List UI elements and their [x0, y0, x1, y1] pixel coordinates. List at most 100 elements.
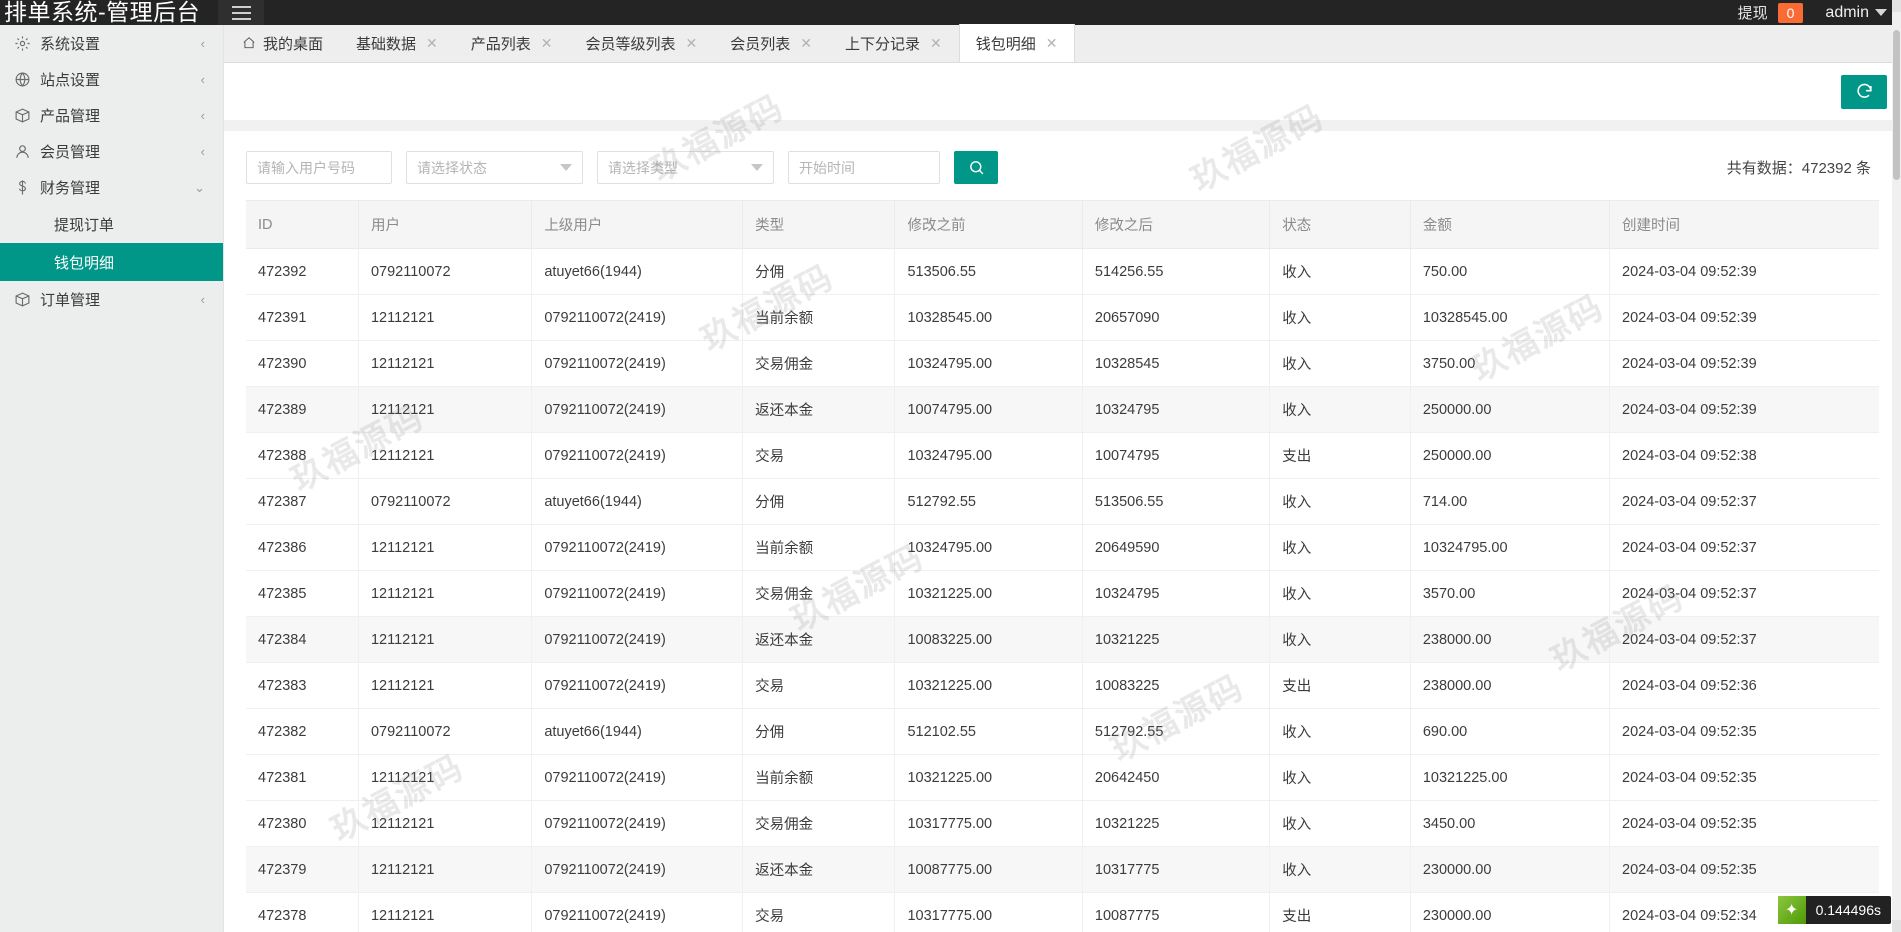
- cell-amount: 250000.00: [1409, 432, 1610, 479]
- tab-wallet-details[interactable]: 钱包明细 ✕: [958, 24, 1075, 62]
- column-header-created[interactable]: 创建时间: [1609, 200, 1879, 249]
- cell-status: 收入: [1269, 570, 1411, 617]
- close-icon[interactable]: ✕: [540, 35, 553, 51]
- cell-after: 10324795: [1081, 570, 1270, 617]
- table-row[interactable]: 472384 12112121 0792110072(2419) 返还本金 100832…: [246, 616, 1879, 663]
- debug-time-label: 0.144496s: [1815, 902, 1881, 918]
- sidebar-subitem-withdraw-orders[interactable]: 提现订单: [0, 205, 223, 243]
- column-header-status[interactable]: 状态: [1269, 200, 1411, 249]
- column-header-parent[interactable]: 上级用户: [531, 200, 743, 249]
- tab-basic-data[interactable]: 基础数据 ✕: [340, 24, 455, 62]
- start-time-input[interactable]: [788, 151, 940, 184]
- withdraw-label[interactable]: 提现: [1737, 5, 1768, 22]
- column-header-user[interactable]: 用户: [357, 200, 532, 249]
- table-row[interactable]: 472383 12112121 0792110072(2419) 交易 10321225…: [246, 662, 1879, 709]
- table-row[interactable]: 472387 0792110072 atuyet66(1944) 分佣 512792.5…: [246, 478, 1879, 525]
- status-select[interactable]: 请选择状态: [406, 151, 583, 184]
- tab-label: 上下分记录: [845, 35, 921, 53]
- table-row[interactable]: 472380 12112121 0792110072(2419) 交易佣金 103177…: [246, 800, 1879, 847]
- debugbar-timer[interactable]: ✦ 0.144496s: [1777, 896, 1891, 924]
- sidebar-item-site-settings[interactable]: 站点设置 ‹: [0, 61, 223, 97]
- cell-user: 12112121: [357, 524, 532, 571]
- close-icon[interactable]: ✕: [426, 35, 438, 51]
- hamburger-icon[interactable]: [218, 0, 265, 25]
- table-row[interactable]: 472385 12112121 0792110072(2419) 交易佣金 103212…: [246, 570, 1879, 617]
- sidebar-item-system-settings[interactable]: 系统设置 ‹: [0, 25, 223, 61]
- table-row[interactable]: 472388 12112121 0792110072(2419) 交易 10324795…: [246, 432, 1879, 479]
- sidebar-item-product-management[interactable]: 产品管理 ‹: [0, 97, 223, 133]
- scrollbar-thumb[interactable]: [1893, 30, 1900, 180]
- table-row[interactable]: 472392 0792110072 atuyet66(1944) 分佣 513506.5…: [246, 248, 1879, 295]
- scroll-up-arrow[interactable]: [1892, 0, 1901, 12]
- close-icon[interactable]: ✕: [800, 35, 813, 51]
- table-row[interactable]: 472379 12112121 0792110072(2419) 返还本金 100877…: [246, 846, 1879, 893]
- close-icon[interactable]: ✕: [930, 35, 942, 51]
- cell-user: 0792110072: [357, 478, 532, 525]
- chevron-down-icon: [560, 164, 572, 171]
- tab-product-list[interactable]: 产品列表 ✕: [455, 24, 570, 62]
- table-row[interactable]: 472389 12112121 0792110072(2419) 返还本金 100747…: [246, 386, 1879, 433]
- cell-user: 12112121: [357, 892, 532, 932]
- close-icon[interactable]: ✕: [685, 35, 698, 51]
- cell-parent: 0792110072(2419): [531, 570, 743, 617]
- sidebar-item-finance-management[interactable]: 财务管理 ⌄: [0, 169, 223, 205]
- box-icon: [14, 291, 40, 308]
- refresh-icon[interactable]: [1841, 74, 1887, 109]
- cell-id: 472392: [246, 248, 359, 295]
- cell-parent: 0792110072(2419): [531, 340, 743, 387]
- cell-before: 512792.55: [894, 478, 1083, 525]
- cell-amount: 230000.00: [1409, 846, 1610, 893]
- cell-after: 10324795: [1081, 386, 1270, 433]
- tab-bar: 我的桌面 基础数据 ✕ 产品列表 ✕ 会员等级列表 ✕ 会员列表 ✕ 上下分记录…: [224, 24, 1901, 63]
- table-row[interactable]: 472391 12112121 0792110072(2419) 当前余额 103285…: [246, 294, 1879, 341]
- table-row[interactable]: 472381 12112121 0792110072(2419) 当前余额 103212…: [246, 754, 1879, 801]
- sidebar-item-member-management[interactable]: 会员管理 ‹: [0, 133, 223, 169]
- column-header-before[interactable]: 修改之前: [894, 200, 1083, 249]
- admin-menu[interactable]: admin: [1825, 4, 1887, 22]
- column-header-amount[interactable]: 金额: [1409, 200, 1610, 249]
- column-header-type[interactable]: 类型: [742, 200, 895, 249]
- vertical-scrollbar[interactable]: [1892, 0, 1901, 932]
- close-icon[interactable]: ✕: [1045, 35, 1058, 51]
- type-select[interactable]: 请选择类型: [597, 151, 774, 184]
- search-input[interactable]: [246, 151, 392, 184]
- chevron-left-icon: ‹: [200, 71, 205, 87]
- table-row[interactable]: 472386 12112121 0792110072(2419) 当前余额 103247…: [246, 524, 1879, 571]
- cell-amount: 250000.00: [1409, 386, 1610, 433]
- cell-status: 支出: [1269, 432, 1411, 479]
- column-header-after[interactable]: 修改之后: [1081, 200, 1270, 249]
- tab-my-desktop[interactable]: 我的桌面: [224, 24, 340, 62]
- wallet-details-table: ID 用户 上级用户 类型 修改之前 修改之后 状态 金额 创建时间 47239…: [246, 200, 1879, 932]
- cell-user: 12112121: [357, 294, 532, 341]
- cell-created: 2024-03-04 09:52:35: [1609, 846, 1879, 893]
- cell-created: 2024-03-04 09:52:37: [1609, 524, 1879, 571]
- cell-created: 2024-03-04 09:52:35: [1609, 708, 1879, 755]
- cell-type: 返还本金: [742, 386, 895, 433]
- sidebar-subitem-label: 钱包明细: [54, 254, 115, 272]
- cell-after: 10087775: [1081, 892, 1270, 932]
- table-row[interactable]: 472378 12112121 0792110072(2419) 交易 10317775…: [246, 892, 1879, 932]
- tab-member-level-list[interactable]: 会员等级列表 ✕: [570, 24, 715, 62]
- chevron-left-icon: ‹: [200, 291, 205, 307]
- tab-label: 我的桌面: [263, 35, 324, 53]
- gear-icon: [14, 35, 40, 52]
- cell-status: 收入: [1269, 248, 1411, 295]
- cell-status: 收入: [1269, 294, 1411, 341]
- cell-before: 10321225.00: [894, 754, 1083, 801]
- tab-member-list[interactable]: 会员列表 ✕: [714, 24, 829, 62]
- scroll-down-arrow[interactable]: [1892, 920, 1901, 932]
- cell-before: 10328545.00: [894, 294, 1083, 341]
- tab-label: 会员列表: [730, 35, 791, 53]
- column-header-id[interactable]: ID: [246, 200, 359, 249]
- table-row[interactable]: 472390 12112121 0792110072(2419) 交易佣金 103247…: [246, 340, 1879, 387]
- sidebar-item-order-management[interactable]: 订单管理 ‹: [0, 281, 223, 317]
- table-container: ID 用户 上级用户 类型 修改之前 修改之后 状态 金额 创建时间 47239…: [224, 200, 1901, 932]
- search-button[interactable]: [954, 151, 998, 184]
- tab-score-records[interactable]: 上下分记录 ✕: [829, 24, 959, 62]
- sidebar-subitem-wallet-details[interactable]: 钱包明细: [0, 243, 223, 281]
- chevron-down-icon: ⌄: [194, 179, 205, 195]
- cell-amount: 230000.00: [1409, 892, 1610, 932]
- table-row[interactable]: 472382 0792110072 atuyet66(1944) 分佣 512102.5…: [246, 708, 1879, 755]
- cell-type: 返还本金: [742, 846, 895, 893]
- top-bar: 排单系统-管理后台 提现 0 admin: [0, 0, 1901, 25]
